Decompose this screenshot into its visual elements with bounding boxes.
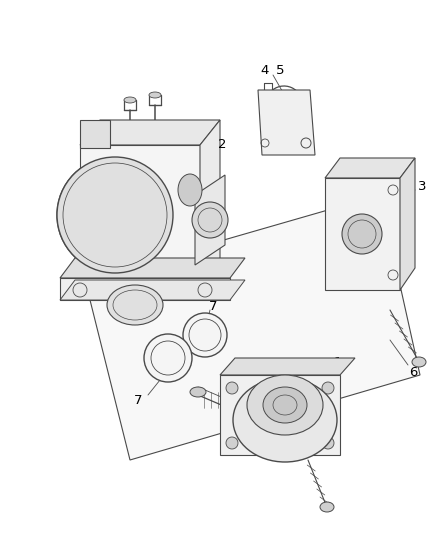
Polygon shape — [399, 158, 414, 290]
Ellipse shape — [191, 202, 227, 238]
Ellipse shape — [262, 387, 306, 423]
Ellipse shape — [321, 382, 333, 394]
Ellipse shape — [226, 437, 237, 449]
Ellipse shape — [341, 214, 381, 254]
Text: 5: 5 — [275, 63, 283, 77]
Text: 2: 2 — [217, 138, 226, 150]
Polygon shape — [60, 258, 244, 278]
Polygon shape — [324, 178, 399, 290]
Ellipse shape — [148, 92, 161, 98]
Text: 7: 7 — [208, 300, 217, 312]
Ellipse shape — [183, 313, 226, 357]
Polygon shape — [80, 120, 110, 148]
Polygon shape — [80, 120, 219, 145]
Polygon shape — [194, 175, 225, 265]
Polygon shape — [80, 145, 200, 295]
Ellipse shape — [57, 157, 173, 273]
Ellipse shape — [107, 285, 162, 325]
Polygon shape — [85, 195, 419, 460]
Polygon shape — [324, 158, 414, 178]
Ellipse shape — [177, 174, 201, 206]
Ellipse shape — [124, 97, 136, 103]
Text: 6: 6 — [408, 366, 416, 378]
Ellipse shape — [247, 375, 322, 435]
Ellipse shape — [226, 382, 237, 394]
Text: 7: 7 — [134, 393, 142, 407]
Polygon shape — [200, 120, 219, 295]
Polygon shape — [60, 280, 244, 300]
Polygon shape — [60, 278, 230, 300]
Text: 4: 4 — [260, 63, 268, 77]
Ellipse shape — [411, 357, 425, 367]
Ellipse shape — [57, 157, 173, 273]
Polygon shape — [219, 375, 339, 455]
Ellipse shape — [319, 502, 333, 512]
Ellipse shape — [385, 184, 399, 192]
Text: 3: 3 — [417, 180, 425, 192]
Polygon shape — [258, 90, 314, 155]
Ellipse shape — [144, 334, 191, 382]
Ellipse shape — [321, 437, 333, 449]
Polygon shape — [219, 358, 354, 375]
Text: 1: 1 — [333, 357, 342, 369]
Ellipse shape — [190, 387, 205, 397]
Ellipse shape — [233, 378, 336, 462]
